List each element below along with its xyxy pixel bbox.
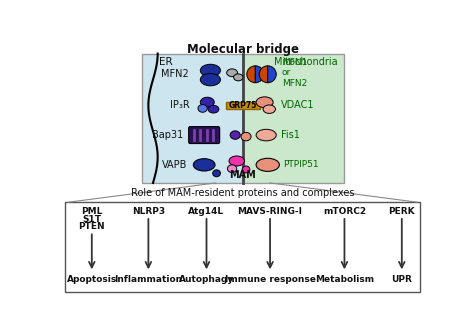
Text: S1T: S1T — [82, 214, 101, 223]
Ellipse shape — [256, 97, 273, 108]
Ellipse shape — [256, 129, 276, 141]
Ellipse shape — [228, 165, 237, 172]
Text: mTORC2: mTORC2 — [323, 207, 366, 216]
Text: PTEN: PTEN — [79, 222, 105, 231]
Text: MFN2: MFN2 — [161, 69, 189, 79]
Text: Immune response: Immune response — [225, 275, 316, 284]
Text: Autophagy: Autophagy — [179, 275, 234, 284]
Text: Inflammation: Inflammation — [114, 275, 182, 284]
Ellipse shape — [208, 105, 219, 113]
Ellipse shape — [198, 105, 207, 112]
Ellipse shape — [201, 97, 214, 107]
Text: PERK: PERK — [389, 207, 415, 216]
Text: Metabolism: Metabolism — [315, 275, 374, 284]
Text: Apoptosis: Apoptosis — [67, 275, 117, 284]
Text: MAM: MAM — [229, 170, 256, 180]
Wedge shape — [268, 66, 276, 83]
Text: Mitochondria: Mitochondria — [274, 58, 337, 68]
Wedge shape — [255, 66, 264, 83]
Ellipse shape — [241, 132, 251, 141]
Text: UPR: UPR — [392, 275, 412, 284]
Text: MAVS-RING-I: MAVS-RING-I — [237, 207, 302, 216]
Text: Atg14L: Atg14L — [189, 207, 225, 216]
Bar — [243, 54, 344, 183]
Ellipse shape — [263, 105, 275, 114]
Text: Role of MAM-resident proteins and complexes: Role of MAM-resident proteins and comple… — [131, 188, 355, 198]
Text: Fis1: Fis1 — [281, 130, 300, 140]
Text: PML: PML — [81, 207, 102, 216]
Text: NLRP3: NLRP3 — [132, 207, 165, 216]
Ellipse shape — [201, 73, 220, 86]
Text: MFN1
or
MFN2: MFN1 or MFN2 — [282, 58, 307, 88]
Ellipse shape — [242, 166, 250, 173]
Bar — [226, 102, 260, 109]
Wedge shape — [259, 66, 268, 83]
Text: Bap31: Bap31 — [152, 130, 183, 140]
Ellipse shape — [229, 156, 245, 166]
Ellipse shape — [234, 74, 243, 81]
Text: VDAC1: VDAC1 — [281, 100, 314, 110]
Text: PTPIP51: PTPIP51 — [283, 160, 319, 169]
Ellipse shape — [256, 158, 279, 171]
Wedge shape — [247, 66, 255, 83]
Text: Molecular bridge: Molecular bridge — [187, 43, 299, 56]
Ellipse shape — [213, 170, 220, 177]
Bar — [142, 54, 243, 183]
Text: VAPB: VAPB — [162, 160, 187, 170]
Bar — [65, 202, 420, 292]
Text: IP₃R: IP₃R — [171, 100, 190, 110]
Text: ER: ER — [159, 58, 173, 68]
Ellipse shape — [201, 64, 220, 76]
Ellipse shape — [230, 131, 240, 139]
Ellipse shape — [193, 159, 215, 171]
Ellipse shape — [227, 69, 237, 76]
FancyBboxPatch shape — [189, 126, 219, 144]
Text: GRP75: GRP75 — [229, 101, 257, 110]
